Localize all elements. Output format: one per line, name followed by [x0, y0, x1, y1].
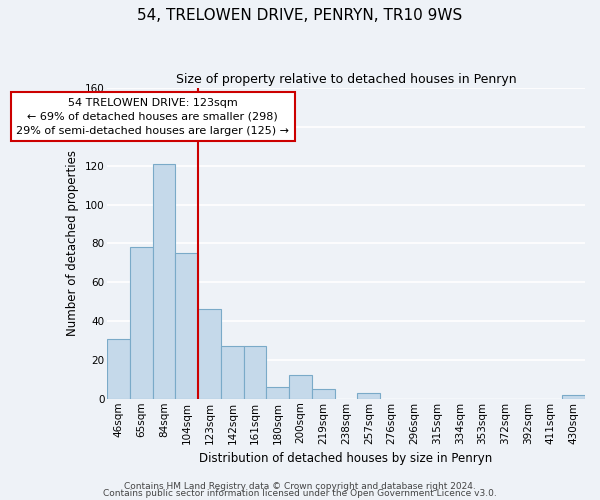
Bar: [244, 346, 266, 399]
Bar: [198, 310, 221, 399]
Text: 54, TRELOWEN DRIVE, PENRYN, TR10 9WS: 54, TRELOWEN DRIVE, PENRYN, TR10 9WS: [137, 8, 463, 22]
Bar: [266, 387, 289, 399]
Bar: [221, 346, 244, 399]
Bar: [107, 338, 130, 399]
Bar: [312, 389, 335, 399]
Y-axis label: Number of detached properties: Number of detached properties: [66, 150, 79, 336]
Bar: [289, 376, 312, 399]
Bar: [153, 164, 175, 399]
Bar: [358, 393, 380, 399]
Bar: [175, 253, 198, 399]
Text: Contains public sector information licensed under the Open Government Licence v3: Contains public sector information licen…: [103, 489, 497, 498]
Text: 54 TRELOWEN DRIVE: 123sqm
← 69% of detached houses are smaller (298)
29% of semi: 54 TRELOWEN DRIVE: 123sqm ← 69% of detac…: [16, 98, 289, 136]
Bar: [130, 248, 153, 399]
Title: Size of property relative to detached houses in Penryn: Size of property relative to detached ho…: [176, 72, 517, 86]
Text: Contains HM Land Registry data © Crown copyright and database right 2024.: Contains HM Land Registry data © Crown c…: [124, 482, 476, 491]
X-axis label: Distribution of detached houses by size in Penryn: Distribution of detached houses by size …: [199, 452, 493, 465]
Bar: [562, 395, 585, 399]
